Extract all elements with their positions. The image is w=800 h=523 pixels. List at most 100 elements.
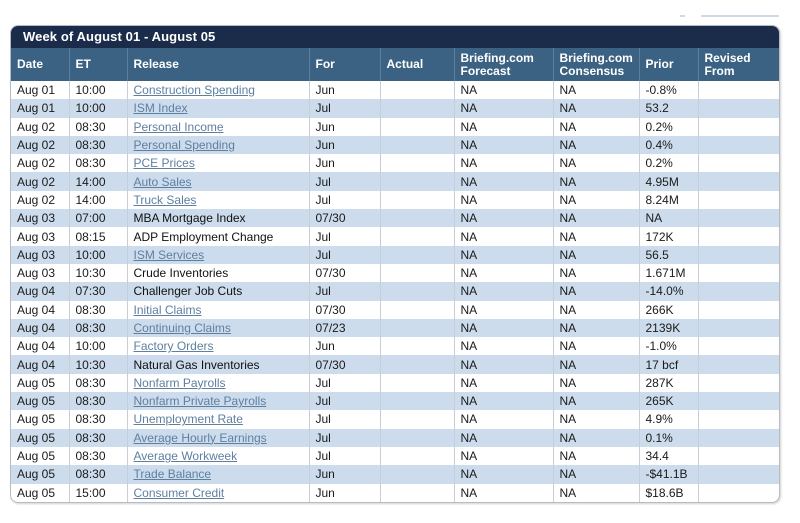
- table-row: Aug 04 07:30 Challenger Job Cuts Jul NA NA -14…: [11, 282, 779, 301]
- release-link[interactable]: Unemployment Rate: [133, 412, 243, 427]
- cell-consensus: NA: [553, 245, 640, 264]
- cell-revised: [698, 337, 779, 355]
- cell-date: Aug 01: [11, 81, 70, 100]
- cell-consensus: NA: [553, 117, 640, 136]
- cell-actual: [380, 392, 455, 411]
- cell-consensus: NA: [553, 483, 640, 502]
- table-row: Aug 03 10:00 ISM Services Jul NA NA 56.5: [11, 245, 779, 264]
- cell-revised: [698, 227, 779, 245]
- cell-et: 08:15: [69, 227, 128, 246]
- cell-actual: [380, 282, 455, 301]
- cell-for: 07/30: [309, 263, 381, 283]
- economic-calendar: Week of August 01 - August 05 Date ET Rele…: [10, 25, 780, 503]
- cell-date: Aug 04: [11, 300, 70, 319]
- release-link[interactable]: PCE Prices: [133, 156, 195, 171]
- cell-forecast: NA: [454, 81, 554, 100]
- column-header-date: Date: [11, 48, 70, 81]
- cell-release: Crude Inventories: [127, 263, 310, 283]
- cell-date: Aug 02: [11, 135, 70, 155]
- table-row: Aug 03 08:15 ADP Employment Change Jul NA NA 1…: [11, 227, 779, 246]
- release-link[interactable]: Consumer Credit: [133, 485, 225, 500]
- release-link[interactable]: Nonfarm Payrolls: [133, 375, 226, 390]
- release-link[interactable]: Nonfarm Private Payrolls: [133, 394, 267, 409]
- cell-for: Jul: [309, 446, 381, 466]
- cell-actual: [380, 337, 455, 356]
- release-link[interactable]: Personal Income: [133, 119, 224, 134]
- cell-date: Aug 03: [11, 227, 70, 246]
- release-link[interactable]: Average Hourly Earnings: [133, 430, 267, 445]
- cell-et: 08:30: [69, 392, 128, 411]
- cell-release: Unemployment Rate: [127, 410, 310, 429]
- cell-release: Consumer Credit: [127, 483, 310, 502]
- cell-date: Aug 05: [11, 428, 70, 447]
- release-link[interactable]: Initial Claims: [133, 302, 202, 317]
- cell-revised: [698, 410, 779, 428]
- cell-forecast: NA: [454, 355, 554, 374]
- release-link[interactable]: Average Workweek: [133, 449, 238, 464]
- cell-forecast: NA: [454, 172, 554, 191]
- table-row: Aug 02 14:00 Auto Sales Jul NA NA 4.95M: [11, 172, 779, 191]
- cell-for: Jun: [309, 81, 381, 100]
- top-right-artifact-line: [701, 15, 779, 17]
- release-link[interactable]: Truck Sales: [133, 192, 197, 207]
- release-link[interactable]: Auto Sales: [133, 174, 192, 189]
- cell-date: Aug 05: [11, 465, 70, 484]
- cell-forecast: NA: [454, 209, 554, 228]
- cell-revised: [698, 264, 779, 282]
- cell-release: Initial Claims: [127, 300, 310, 319]
- table-row: Aug 04 08:30 Continuing Claims 07/23 NA NA 213…: [11, 318, 779, 338]
- cell-release: Factory Orders: [127, 337, 310, 356]
- release-link[interactable]: Continuing Claims: [133, 321, 231, 335]
- cell-consensus: NA: [553, 227, 640, 246]
- cell-forecast: NA: [454, 410, 554, 429]
- cell-for: 07/30: [309, 209, 381, 228]
- cell-et: 08:30: [69, 135, 128, 155]
- cell-actual: [380, 355, 455, 374]
- cell-release: Trade Balance: [127, 465, 310, 484]
- cell-actual: [380, 245, 455, 264]
- table-row: Aug 04 08:30 Initial Claims 07/30 NA NA 266K: [11, 300, 779, 319]
- cell-date: Aug 05: [11, 446, 70, 466]
- cell-forecast: NA: [454, 392, 554, 411]
- cell-consensus: NA: [553, 410, 640, 429]
- release-link[interactable]: Factory Orders: [133, 339, 214, 354]
- cell-et: 08:30: [69, 465, 128, 484]
- column-header-release: Release: [127, 48, 310, 81]
- economic-calendar-table: Date ET Release For Actual Briefing.com Forec…: [11, 48, 779, 502]
- cell-consensus: NA: [553, 154, 640, 173]
- cell-forecast: NA: [454, 465, 554, 484]
- cell-release: Personal Income: [127, 117, 310, 136]
- cell-release: ISM Index: [127, 99, 310, 118]
- week-title: Week of August 01 - August 05: [11, 26, 779, 48]
- cell-actual: [380, 81, 455, 100]
- release-link[interactable]: ISM Index: [133, 101, 188, 116]
- release-link[interactable]: Personal Spending: [133, 138, 235, 153]
- cell-revised: [698, 301, 779, 319]
- cell-et: 07:00: [69, 209, 128, 228]
- cell-revised: [698, 209, 779, 227]
- cell-actual: [380, 227, 455, 246]
- table-row: Aug 05 08:30 Nonfarm Private Payrolls Jul NA…: [11, 392, 779, 411]
- cell-et: 08:30: [69, 300, 128, 319]
- cell-forecast: NA: [454, 117, 554, 136]
- cell-date: Aug 04: [11, 282, 70, 301]
- release-link[interactable]: Construction Spending: [133, 83, 255, 98]
- release-link[interactable]: Trade Balance: [133, 467, 212, 482]
- column-header-briefing-com-forecast: Briefing.com Forecast: [454, 48, 554, 81]
- cell-et: 08:30: [69, 446, 128, 466]
- cell-date: Aug 05: [11, 392, 70, 411]
- cell-date: Aug 04: [11, 318, 70, 338]
- cell-consensus: NA: [553, 135, 640, 155]
- cell-prior: 287K: [639, 373, 699, 393]
- cell-date: Aug 04: [11, 355, 70, 374]
- table-row: Aug 05 08:30 Trade Balance Jun NA NA -$41.1B: [11, 465, 779, 484]
- cell-date: Aug 02: [11, 172, 70, 191]
- table-row: Aug 03 10:30 Crude Inventories 07/30 NA NA 1.6…: [11, 263, 779, 283]
- cell-consensus: NA: [553, 318, 640, 338]
- cell-et: 14:00: [69, 172, 128, 191]
- top-right-artifact-dash: [680, 15, 685, 17]
- cell-for: 07/30: [309, 355, 381, 374]
- release-link[interactable]: ISM Services: [133, 247, 205, 262]
- column-header-briefing-com-consensus: Briefing.com Consensus: [553, 48, 640, 81]
- cell-prior: -$41.1B: [639, 465, 699, 484]
